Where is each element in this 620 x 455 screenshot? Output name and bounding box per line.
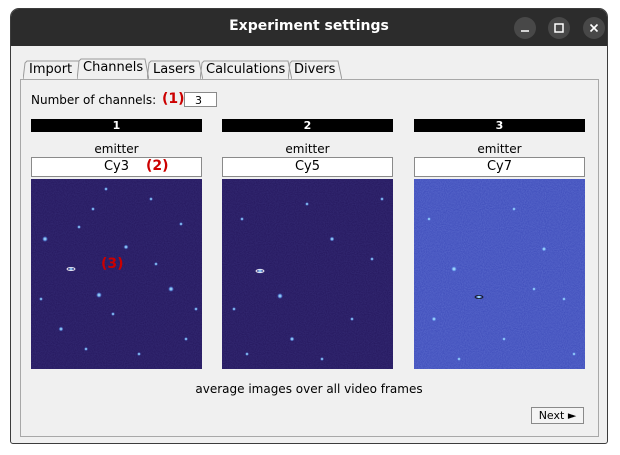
emitter-field-3[interactable]: Cy7 xyxy=(414,157,585,177)
minimize-button[interactable] xyxy=(514,17,536,39)
callout-3: (3) xyxy=(101,256,124,272)
tab-divers[interactable]: Divers xyxy=(288,60,342,80)
emitter-label-3: emitter xyxy=(477,142,522,156)
tab-label: Channels xyxy=(83,60,144,75)
emitter-label-2: emitter xyxy=(285,142,330,156)
callout-2: (2) xyxy=(146,158,169,174)
close-icon xyxy=(589,23,599,33)
title-bar: Experiment settings xyxy=(11,9,607,46)
tab-import[interactable]: Import xyxy=(23,60,80,80)
average-image-3 xyxy=(414,179,585,369)
channel-header-1: 1 xyxy=(31,119,202,132)
tab-outline xyxy=(23,60,80,80)
minimize-icon xyxy=(521,30,529,32)
maximize-button[interactable] xyxy=(548,17,570,39)
next-button[interactable]: Next ► xyxy=(531,407,584,424)
close-button[interactable] xyxy=(583,17,605,39)
channel-header-3: 3 xyxy=(414,119,585,132)
average-image-1: (3) xyxy=(31,179,202,369)
channel-header-2: 2 xyxy=(222,119,393,132)
tab-channels[interactable]: Channels xyxy=(77,58,149,80)
number-of-channels-label: Number of channels: xyxy=(31,93,157,107)
average-image-2 xyxy=(222,179,393,369)
tab-outline xyxy=(147,60,203,80)
tab-label: Calculations xyxy=(206,62,286,77)
emitter-label-1: emitter xyxy=(94,142,139,156)
window-title: Experiment settings xyxy=(229,18,389,34)
tab-calculations[interactable]: Calculations xyxy=(200,60,292,80)
experiment-settings-window: Experiment settings Import Channels Lase… xyxy=(10,8,608,444)
tab-label: Import xyxy=(29,62,73,77)
tab-label: Lasers xyxy=(153,62,196,77)
tab-outline xyxy=(288,60,342,80)
emitter-field-1[interactable]: Cy3 xyxy=(31,157,202,177)
images-caption: average images over all video frames xyxy=(195,382,423,396)
tab-lasers[interactable]: Lasers xyxy=(147,60,203,80)
callout-1: (1) xyxy=(162,91,185,107)
tab-outline xyxy=(77,58,149,80)
tab-label: Divers xyxy=(294,62,336,77)
emitter-field-2[interactable]: Cy5 xyxy=(222,157,393,177)
maximize-icon xyxy=(554,23,564,33)
number-of-channels-input[interactable]: 3 xyxy=(184,92,217,107)
